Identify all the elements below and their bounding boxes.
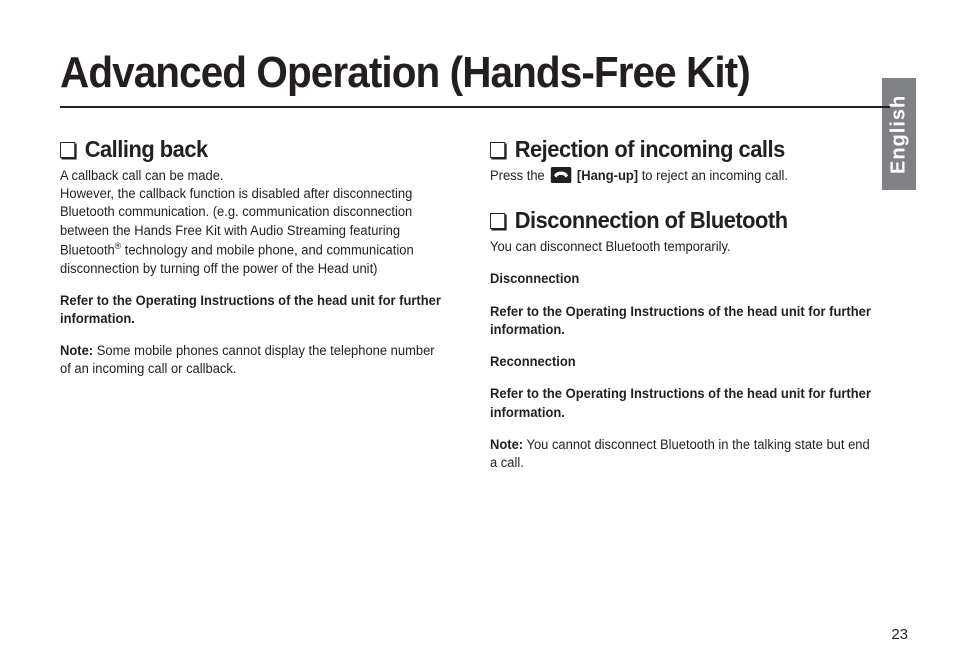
language-tab-label: English — [888, 94, 911, 173]
note-right: Note: You cannot disconnect Bluetooth in… — [490, 436, 874, 472]
heading-rejection: Rejection of incoming calls — [490, 136, 870, 163]
heading-disconnection: Disconnection of Bluetooth — [490, 207, 870, 234]
right-column: Rejection of incoming calls Press the [H… — [490, 136, 890, 486]
press-prefix: Press the — [490, 168, 548, 183]
callback-line1: A callback call can be made. — [60, 168, 224, 183]
checkbox-icon — [490, 142, 505, 158]
refer-instructions-disc: Refer to the Operating Instructions of t… — [490, 303, 874, 339]
press-suffix: to reject an incoming call. — [638, 168, 788, 183]
sub-reconnection: Reconnection — [490, 353, 874, 371]
heading-disconnection-text: Disconnection of Bluetooth — [515, 207, 788, 234]
note-left: Note: Some mobile phones cannot display … — [60, 342, 444, 378]
checkbox-icon — [490, 213, 505, 229]
heading-calling-back: Calling back — [60, 136, 440, 163]
heading-rejection-text: Rejection of incoming calls — [515, 136, 785, 163]
note-text-left: Some mobile phones cannot display the te… — [60, 343, 435, 376]
hangup-label: [Hang-up] — [577, 168, 638, 183]
title-block: Advanced Operation (Hands-Free Kit) — [60, 48, 882, 108]
page-number: 23 — [891, 626, 908, 643]
page: English Advanced Operation (Hands-Free K… — [0, 0, 954, 671]
refer-instructions-left: Refer to the Operating Instructions of t… — [60, 292, 444, 328]
hangup-icon — [550, 167, 571, 183]
note-text-right: You cannot disconnect Bluetooth in the t… — [490, 437, 870, 470]
note-label-right: Note: — [490, 437, 523, 452]
checkbox-icon — [60, 142, 75, 158]
note-label-left: Note: — [60, 343, 93, 358]
refer-instructions-recon: Refer to the Operating Instructions of t… — [490, 385, 874, 421]
title-underline — [60, 106, 890, 108]
page-title: Advanced Operation (Hands-Free Kit) — [60, 48, 816, 98]
sub-disconnection: Disconnection — [490, 270, 874, 288]
press-hangup-line: Press the [Hang-up] to reject an incomin… — [490, 167, 874, 185]
heading-calling-back-text: Calling back — [85, 136, 208, 163]
left-column: Calling back A callback call can be made… — [60, 136, 460, 486]
disconnect-temp-text: You can disconnect Bluetooth temporarily… — [490, 238, 874, 256]
columns: Calling back A callback call can be made… — [60, 136, 890, 486]
calling-back-paragraph: A callback call can be made. However, th… — [60, 167, 444, 278]
